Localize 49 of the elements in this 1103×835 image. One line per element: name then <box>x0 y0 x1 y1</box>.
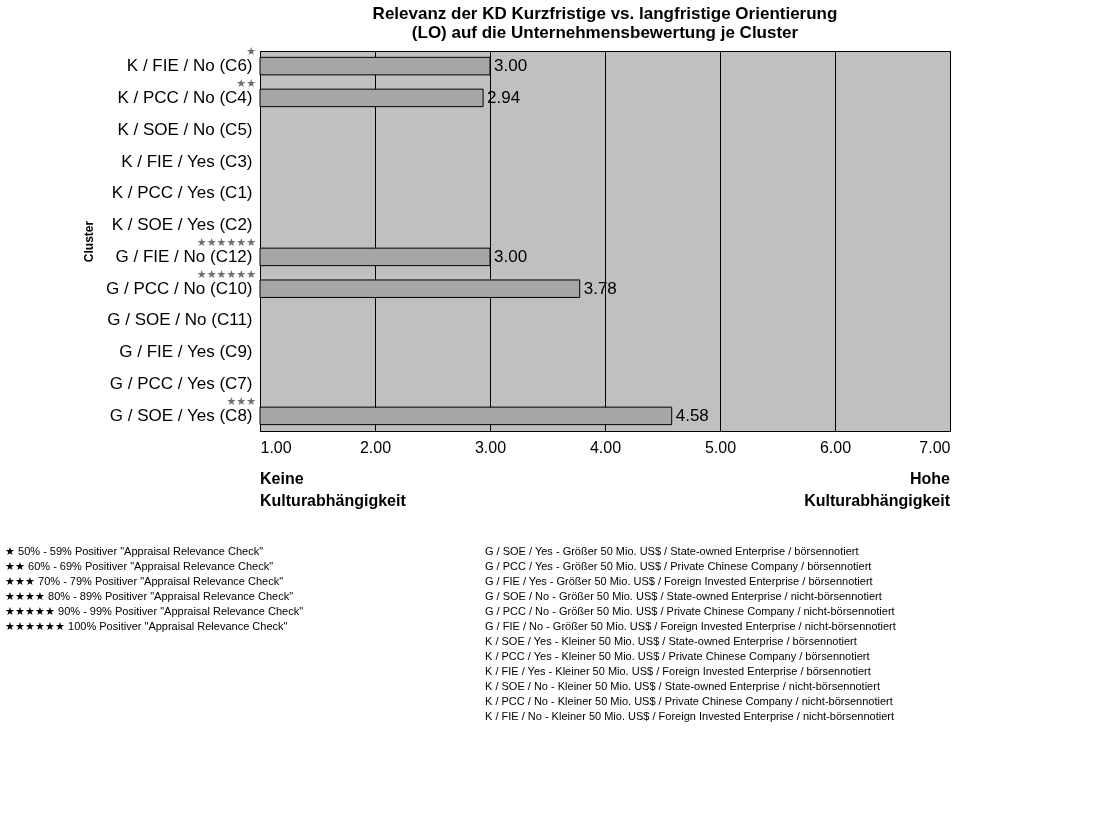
text: ★★★★★ 90% - 99% Positiver "Appraisal Relevance Check" <box>5 605 304 617</box>
text: ★★★ 70% - 79% Positiver "Appraisal Relevance Check" <box>5 575 284 587</box>
text: ★★★★ 80% - 89% Positiver "Appraisal Relevance Check" <box>5 590 294 602</box>
text: ★★★ <box>226 394 257 408</box>
text: G / PCC / Yes - Größer 50 Mio. US$ / Private Chinese Company / börsennotiert <box>485 560 872 572</box>
text: K / PCC / Yes - Kleiner 50 Mio. US$ / Private Chinese Company / börsennotiert <box>485 650 870 662</box>
chart-title: Relevanz der KD Kurzfristige vs. langfristige Orientierung (LO) auf die Unternehmensbewertung je Cluster <box>372 4 838 43</box>
text: ★★★★★★ 100% Positiver "Appraisal Relevance Check" <box>5 620 288 632</box>
data-label: 4.58 <box>675 405 709 425</box>
y-tick-label: K / FIE / No (C6) <box>126 56 253 76</box>
y-tick-label: G / PCC / Yes (C7) <box>109 374 253 394</box>
text: Hohe Kulturabhängigkeit <box>804 470 951 509</box>
text: K / SOE / No - Kleiner 50 Mio. US$ / State-owned Enterprise / nicht-börsennotiert <box>485 680 880 692</box>
text: ★★ <box>236 76 257 90</box>
y-tick-label: G / FIE / No (C12) <box>115 246 253 266</box>
data-label: 3.00 <box>494 56 528 76</box>
y-tick-label: G / SOE / Yes (C8) <box>109 405 253 425</box>
text: G / PCC / No - Größer 50 Mio. US$ / Private Chinese Company / nicht-börsennotiert <box>485 605 895 617</box>
x-tick-label: 1.00 <box>260 438 292 456</box>
y-axis-title: Cluster <box>82 220 97 263</box>
y-tick-label: G / FIE / Yes (C9) <box>119 342 253 362</box>
text: G / SOE / Yes - Größer 50 Mio. US$ / State-owned Enterprise / börsennotiert <box>485 545 859 557</box>
text: ★ 50% - 59% Positiver "Appraisal Relevance Check" <box>5 545 264 557</box>
text: Keine Kulturabhängigkeit <box>260 470 407 509</box>
text: K / FIE / Yes - Kleiner 50 Mio. US$ / Foreign Invested Enterprise / börsennotiert <box>485 665 871 677</box>
text: ★ <box>246 45 257 59</box>
x-tick-label: 3.00 <box>474 438 507 456</box>
text: K / PCC / No - Kleiner 50 Mio. US$ / Private Chinese Company / nicht-börsennotiert <box>485 695 893 707</box>
y-tick-label: K / PCC / Yes (C1) <box>111 183 253 203</box>
text: G / SOE / No - Größer 50 Mio. US$ / State-owned Enterprise / nicht-börsennotiert <box>485 590 882 602</box>
x-tick-label: 7.00 <box>919 438 951 456</box>
text: K / FIE / No - Kleiner 50 Mio. US$ / Foreign Invested Enterprise / nicht-börsennotiert <box>485 710 895 722</box>
text: ★★★★★★ <box>196 235 257 249</box>
text: G / FIE / No - Größer 50 Mio. US$ / Foreign Invested Enterprise / nicht-börsennotiert <box>485 620 896 632</box>
x-tick-label: 2.00 <box>359 438 392 456</box>
text: ★★ 60% - 69% Positiver "Appraisal Relevance Check" <box>5 560 274 572</box>
x-tick-label: 4.00 <box>589 438 622 456</box>
y-tick-label: K / PCC / No (C4) <box>117 87 253 107</box>
y-tick-label: G / PCC / No (C10) <box>106 278 253 298</box>
text: K / SOE / Yes - Kleiner 50 Mio. US$ / State-owned Enterprise / börsennotiert <box>485 635 857 647</box>
y-tick-label: K / SOE / Yes (C2) <box>111 215 253 235</box>
y-tick-label: K / FIE / Yes (C3) <box>121 151 253 171</box>
y-tick-label: K / SOE / No (C5) <box>117 119 253 139</box>
data-label: 3.00 <box>494 246 528 266</box>
x-tick-label: 5.00 <box>704 438 737 456</box>
text: G / FIE / Yes - Größer 50 Mio. US$ / Foreign Invested Enterprise / börsennotiert <box>485 575 873 587</box>
text: ★★★★★★ <box>196 267 257 281</box>
y-tick-label: G / SOE / No (C11) <box>107 310 253 330</box>
x-tick-label: 6.00 <box>819 438 852 456</box>
